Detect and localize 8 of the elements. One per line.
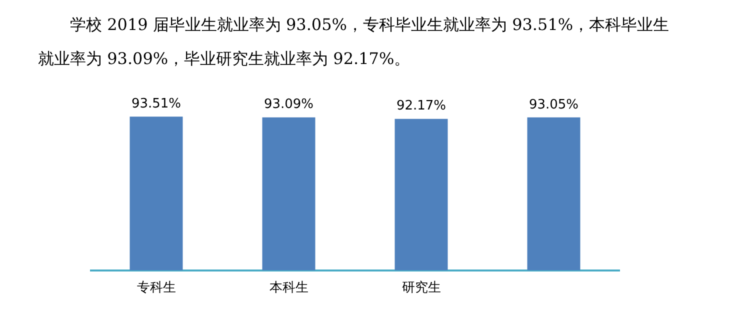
x-tick-label: 研究生 — [402, 280, 441, 296]
data-label: 93.51% — [131, 96, 182, 112]
chart-title: 学校 2019 届毕业生就业率为 93.05%，专科毕业生就业率为 93.51%，本科毕业生就业率为 93.09%，毕业研究生就业率为 92.17%。 — [37, 14, 670, 70]
x-tick-label: 专科生 — [136, 280, 176, 296]
data-label: 92.17% — [396, 98, 446, 114]
data-label: 93.05% — [528, 97, 579, 112]
data-label: 93.09% — [264, 97, 314, 112]
x-tick-label: 本科生 — [269, 280, 308, 296]
